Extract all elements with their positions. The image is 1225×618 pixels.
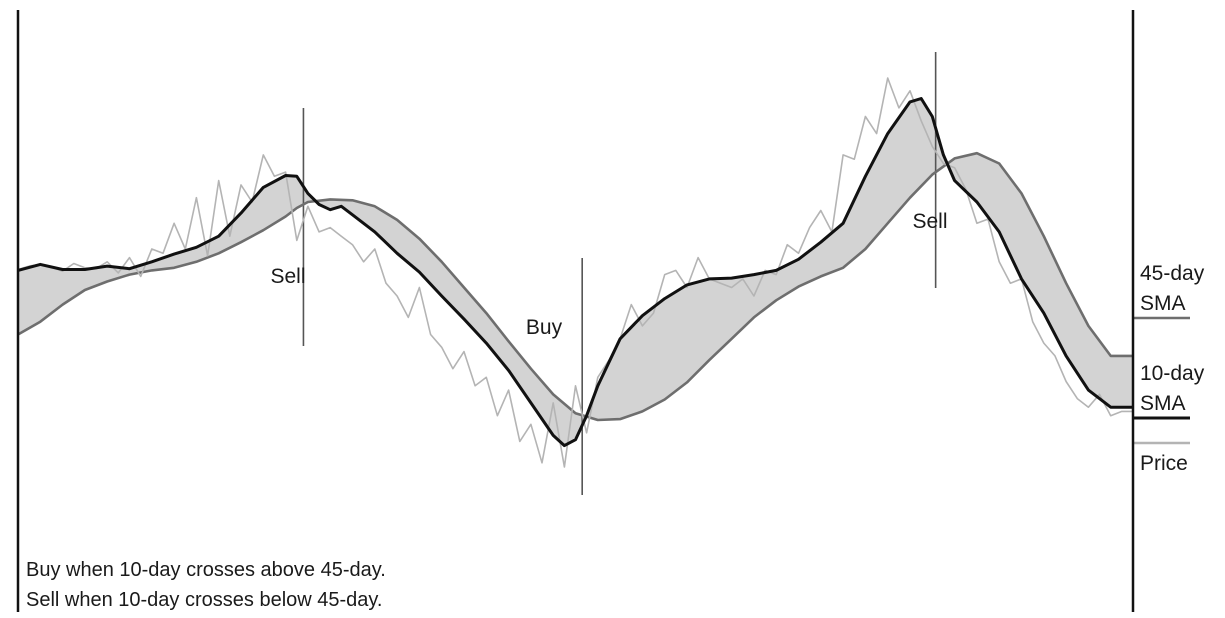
legend-label-45-day-sma-1: 45-day bbox=[1140, 262, 1205, 285]
series-line-45-day-sma bbox=[17, 151, 1133, 422]
signal-lines-layer: Sell Buy Sell bbox=[270, 52, 948, 495]
legend-label-45-day-sma-2: SMA bbox=[1140, 292, 1186, 315]
legend-label-price-1: Price bbox=[1140, 452, 1188, 475]
note-sell-rule: Sell when 10-day crosses below 45-day. bbox=[26, 589, 382, 611]
series-line-10-day-sma bbox=[17, 97, 1133, 448]
sma-gap-fill-layer bbox=[18, 99, 1133, 445]
note-buy-rule: Buy when 10-day crosses above 45-day. bbox=[26, 559, 386, 581]
signal-label-sell-1: Sell bbox=[270, 265, 305, 288]
series-line-price bbox=[17, 77, 1133, 468]
signal-label-sell-3: Sell bbox=[912, 210, 947, 233]
legend-label-10-day-sma-2: SMA bbox=[1140, 392, 1186, 415]
series-lines-layer bbox=[17, 77, 1133, 468]
legend: 45-day SMA 10-day SMA Price bbox=[1133, 262, 1205, 475]
signal-label-buy-2: Buy bbox=[526, 316, 563, 339]
legend-label-10-day-sma-1: 10-day bbox=[1140, 362, 1205, 385]
sma-gap-fill bbox=[18, 99, 1133, 445]
